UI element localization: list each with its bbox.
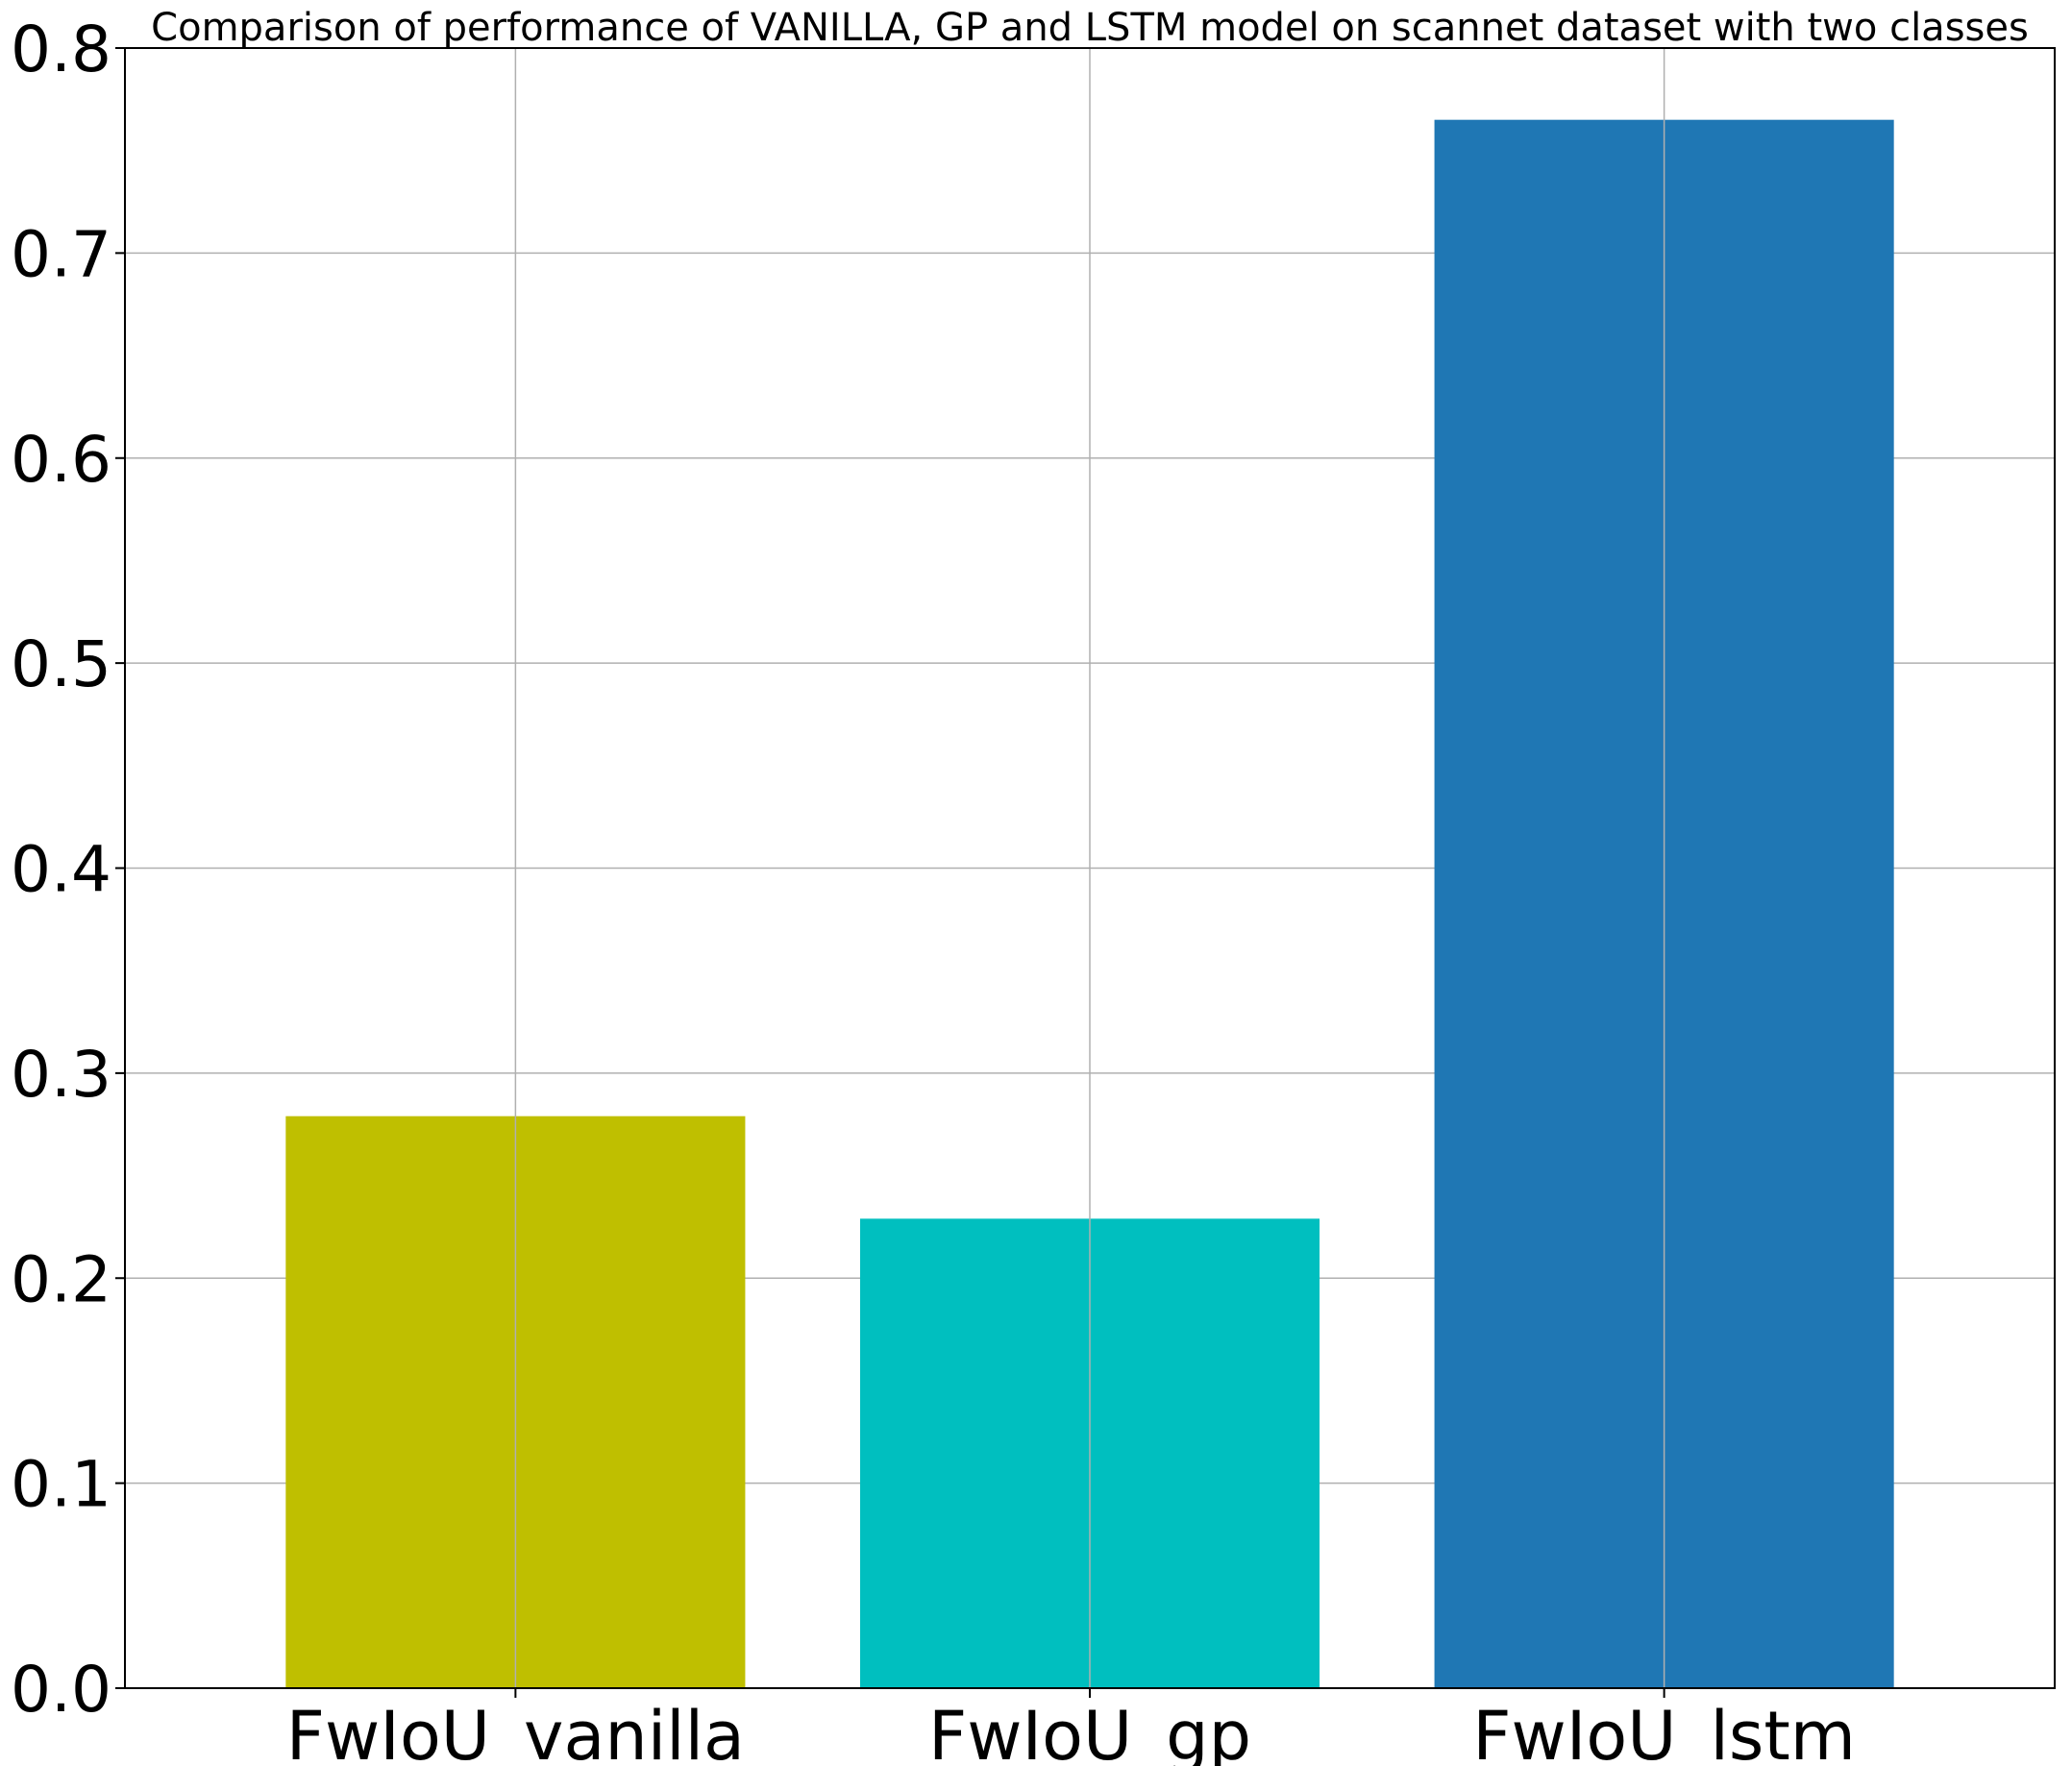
y-tick-label: 0.2 (11, 1242, 111, 1316)
y-tick-label: 0.4 (11, 833, 111, 907)
y-tick-label: 0.7 (11, 217, 111, 291)
y-tick-label: 0.8 (11, 12, 111, 86)
y-tick-label: 0.0 (11, 1653, 111, 1727)
x-tick-label: FwIoU_lstm (1472, 1697, 1856, 1766)
vertical-grid (514, 48, 1665, 1688)
y-axis: 0.0 0.1 0.2 0.3 0.4 0.5 0.6 0.7 0.8 (11, 12, 125, 1727)
y-tick-label: 0.1 (11, 1448, 111, 1522)
x-axis: FwIoU_vanilla FwIoU_gp FwIoU_lstm (286, 1688, 1856, 1766)
chart-title: Comparison of performance of VANILLA, GP… (151, 6, 2029, 50)
x-tick-label: FwIoU_vanilla (286, 1697, 745, 1766)
x-tick-label: FwIoU_gp (928, 1697, 1251, 1766)
y-tick-label: 0.6 (11, 423, 111, 497)
y-tick-label: 0.5 (11, 627, 111, 701)
y-tick-label: 0.3 (11, 1038, 111, 1112)
